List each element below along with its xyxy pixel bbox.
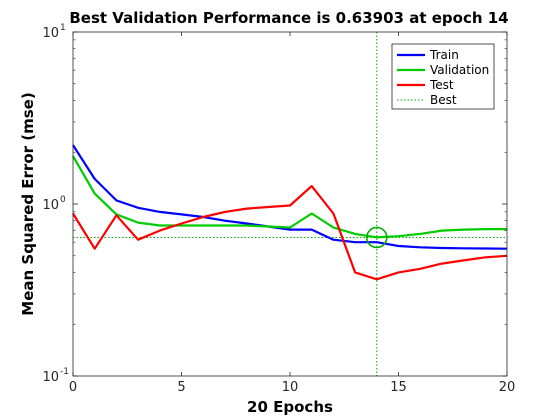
y-tick-exponent: 0	[60, 195, 66, 205]
series-line-train	[72, 144, 508, 250]
x-axis-label: 20 Epochs	[247, 398, 333, 416]
y-tick-label: 10	[42, 26, 59, 41]
legend-label-train: Train	[429, 48, 459, 62]
chart-title: Best Validation Performance is 0.63903 a…	[69, 9, 508, 27]
best-point-marker	[365, 226, 388, 249]
y-tick-label: 10	[42, 198, 59, 213]
series-line-validation	[72, 155, 507, 239]
x-tick-label: 10	[282, 380, 299, 395]
legend-label-best: Best	[430, 93, 457, 107]
y-axis-label: Mean Squared Error (mse)	[19, 92, 37, 315]
x-tick-label: 15	[390, 380, 407, 395]
chart-marks	[72, 32, 508, 376]
y-tick-exponent: -1	[60, 367, 69, 377]
y-tick-exponent: 1	[60, 23, 66, 33]
x-tick-label: 20	[499, 380, 516, 395]
x-tick-label: 0	[69, 380, 77, 395]
legend-label-test: Test	[429, 78, 454, 92]
x-tick-label: 5	[177, 380, 185, 395]
series-line-test	[72, 185, 508, 281]
legend-label-validation: Validation	[430, 63, 489, 77]
y-tick-label: 10	[42, 370, 59, 385]
